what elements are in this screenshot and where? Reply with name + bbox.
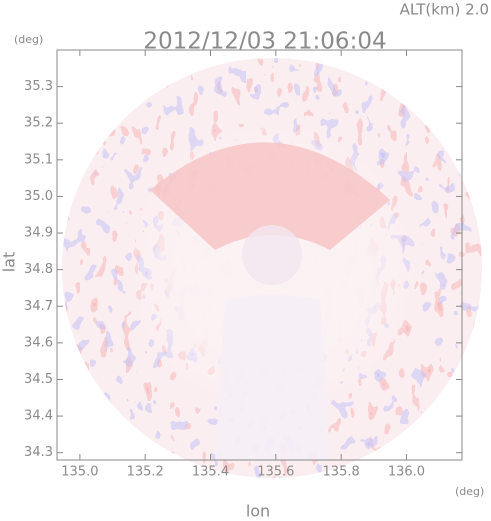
- plot-frame: [56, 49, 463, 461]
- y-tick-label: 35.3: [24, 79, 53, 94]
- x-tick-label: 135.0: [61, 465, 98, 480]
- x-tick-label: 136.0: [388, 465, 425, 480]
- y-tick-label: 34.7: [24, 299, 53, 314]
- x-tick-label: 135.8: [323, 465, 360, 480]
- y-unit: (deg): [14, 33, 43, 46]
- y-tick-label: 34.8: [24, 262, 53, 277]
- y-tick-label: 34.9: [24, 226, 53, 241]
- annotation: ALT(km) 2.0: [400, 1, 489, 19]
- x-tick-label: 135.4: [192, 465, 229, 480]
- y-tick-label: 35.1: [24, 152, 53, 167]
- x-axis-label: lon: [246, 502, 270, 521]
- y-tick-label: 35.2: [24, 116, 53, 131]
- radar-field: [62, 58, 482, 478]
- y-tick-label: 35.0: [24, 189, 53, 204]
- chart-title: 2012/12/03 21:06:04: [143, 29, 386, 55]
- y-axis-label: lat: [0, 252, 19, 273]
- y-tick-label: 34.4: [24, 409, 53, 424]
- y-tick-label: 34.6: [24, 335, 53, 350]
- x-tick-label: 135.6: [257, 465, 294, 480]
- x-unit: (deg): [455, 485, 484, 498]
- y-tick-label: 34.5: [24, 372, 53, 387]
- y-tick-label: 34.3: [24, 445, 53, 460]
- x-tick-label: 135.2: [127, 465, 164, 480]
